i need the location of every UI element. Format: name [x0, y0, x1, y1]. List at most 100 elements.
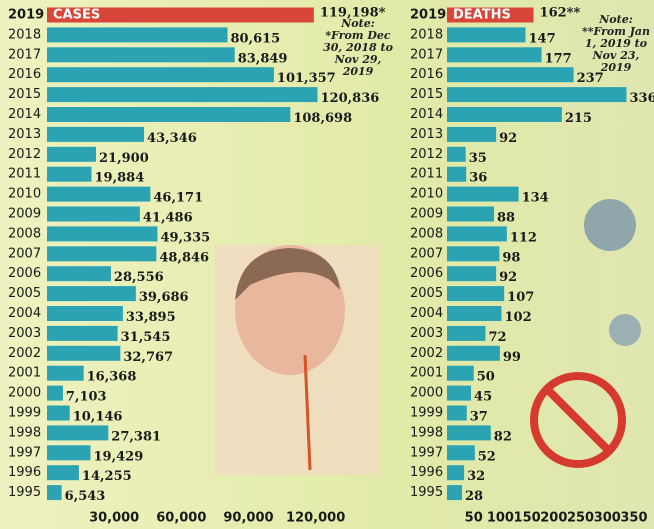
value-label: 177: [545, 51, 572, 66]
value-label: 28,556: [114, 270, 164, 285]
y-tick-label: 2012: [410, 147, 443, 162]
bar: [447, 306, 501, 321]
y-tick-label: 2010: [410, 187, 443, 202]
value-label: 41,486: [143, 211, 193, 226]
bar: [47, 187, 150, 202]
bar: [47, 485, 62, 500]
bar: [47, 306, 123, 321]
y-tick-label: 2016: [8, 67, 41, 82]
value-label: 43,346: [147, 131, 197, 146]
y-tick-label: 2003: [410, 326, 443, 341]
value-label: 99: [503, 350, 521, 365]
y-tick-label: 2005: [8, 286, 41, 301]
x-tick-label: 90,000: [223, 511, 273, 526]
x-tick-label: 120,000: [286, 511, 345, 526]
y-tick-label: 2007: [8, 246, 41, 261]
y-tick-label: 2019: [410, 8, 446, 23]
y-tick-label: 2006: [410, 266, 443, 281]
bar: [447, 47, 542, 62]
value-label: 37: [470, 410, 488, 425]
chart: 2019119,198*201880,615201783,8492016101,…: [0, 0, 654, 529]
x-tick-label: 200: [540, 511, 567, 526]
value-label: 120,836: [321, 91, 380, 106]
bar: [447, 246, 499, 261]
bar: [47, 226, 157, 241]
bar: [447, 67, 574, 82]
bar: [47, 406, 70, 421]
value-label: 48,846: [159, 250, 209, 265]
value-label: 21,900: [99, 151, 149, 166]
value-label: 134: [522, 191, 549, 206]
y-tick-label: 1996: [8, 465, 41, 480]
y-tick-label: 2014: [410, 107, 443, 122]
bar: [47, 445, 90, 460]
bar: [447, 147, 466, 162]
bar: [447, 445, 475, 460]
y-tick-label: 1999: [410, 406, 443, 421]
y-tick-label: 2011: [8, 167, 41, 182]
y-tick-label: 2006: [8, 266, 41, 281]
value-label: 50: [477, 370, 495, 385]
y-tick-label: 1998: [410, 425, 443, 440]
bar: [447, 187, 519, 202]
bar: [447, 266, 496, 281]
value-label: 27,381: [111, 429, 161, 444]
value-label: 112: [510, 230, 537, 245]
value-label: 46,171: [153, 191, 203, 206]
bar: [47, 246, 156, 261]
bar: [447, 346, 500, 361]
y-tick-label: 2004: [410, 306, 443, 321]
bar: [47, 207, 140, 222]
y-tick-label: 2017: [410, 47, 443, 62]
y-tick-label: 2005: [410, 286, 443, 301]
bar: [447, 485, 462, 500]
value-label: 98: [502, 250, 520, 265]
bar: [447, 207, 494, 222]
bar: [447, 127, 496, 142]
bar: [47, 346, 120, 361]
value-label: 49,335: [160, 230, 210, 245]
y-tick-label: 2009: [8, 207, 41, 222]
bar: [447, 366, 474, 381]
y-tick-label: 2000: [410, 386, 443, 401]
value-label: 215: [565, 111, 592, 126]
bar: [47, 286, 136, 301]
note: Note: *From Dec 30, 2018 to Nov 29, 2019: [322, 18, 394, 78]
bar: [447, 286, 504, 301]
value-label: 88: [497, 211, 515, 226]
value-label: 83,849: [238, 51, 288, 66]
value-label: 6,543: [65, 489, 106, 504]
x-tick-label: 150: [514, 511, 541, 526]
value-label: 32,767: [123, 350, 173, 365]
bar: [47, 27, 227, 42]
value-label: 16,368: [87, 370, 137, 385]
y-tick-label: 2007: [410, 246, 443, 261]
value-label: 19,429: [93, 449, 143, 464]
y-tick-label: 1997: [410, 445, 443, 460]
y-tick-label: 2008: [410, 226, 443, 241]
value-label: 162**: [540, 6, 581, 21]
bar: [447, 87, 626, 102]
value-label: 39,686: [139, 290, 189, 305]
value-label: 31,545: [121, 330, 171, 345]
value-label: 80,615: [230, 31, 280, 46]
bar: [47, 366, 84, 381]
y-tick-label: 2008: [8, 226, 41, 241]
value-label: 36: [469, 171, 487, 186]
y-tick-label: 2000: [8, 386, 41, 401]
bar: [447, 107, 562, 122]
bar: [447, 425, 491, 440]
virus-icon: [584, 199, 636, 251]
value-label: 7,103: [66, 390, 107, 405]
y-tick-label: 2009: [410, 207, 443, 222]
value-label: 82: [494, 429, 512, 444]
bar: [447, 465, 464, 480]
value-label: 14,255: [82, 469, 132, 484]
bar: [47, 425, 108, 440]
value-label: 102: [504, 310, 531, 325]
bar: [447, 226, 507, 241]
y-tick-label: 2017: [8, 47, 41, 62]
bar: [47, 167, 92, 182]
value-label: 33,895: [126, 310, 176, 325]
virus-icon: [609, 314, 641, 346]
